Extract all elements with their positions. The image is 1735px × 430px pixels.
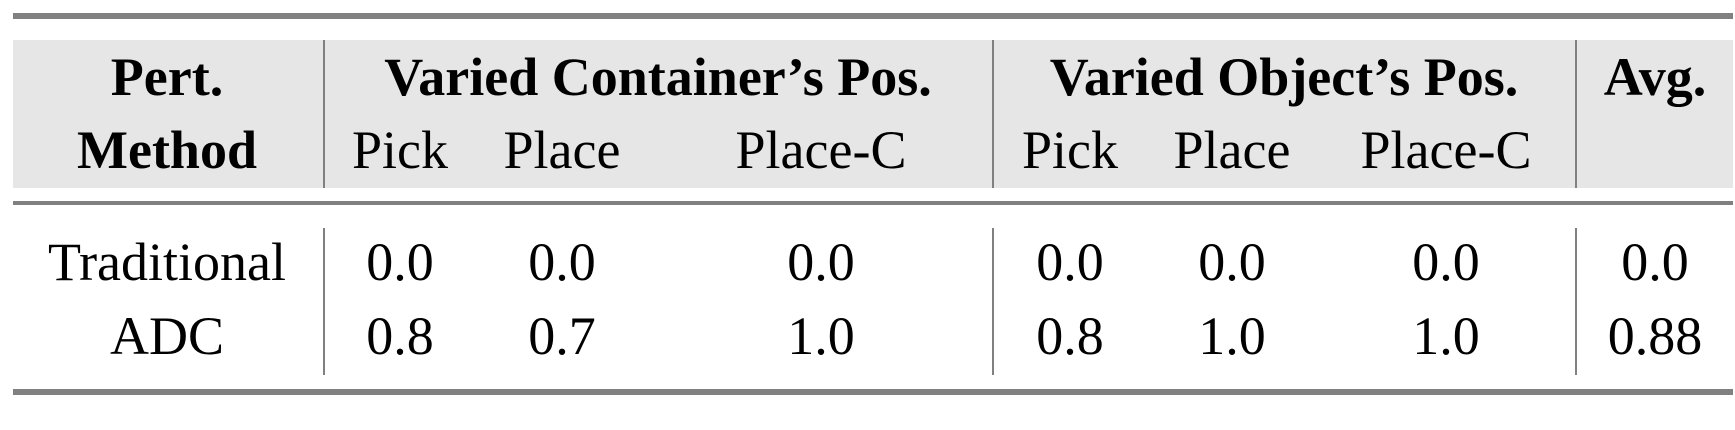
header-sub: Place (503, 120, 621, 180)
row-value: 1.0 (1412, 306, 1480, 366)
body-divider (1575, 228, 1577, 375)
header-divider (323, 40, 325, 188)
bottom-rule (13, 389, 1733, 395)
row-value: 0.0 (528, 232, 596, 292)
header-pert: Pert. (110, 47, 224, 107)
header-sub: Place (1173, 120, 1291, 180)
row-value: 0.7 (528, 306, 596, 366)
row-value: 0.0 (1036, 232, 1104, 292)
header-avg: Avg. (1603, 47, 1707, 107)
header-sub: Pick (351, 120, 449, 180)
header-divider (1575, 40, 1577, 188)
row-value: 0.0 (1198, 232, 1266, 292)
row-value: 0.0 (787, 232, 855, 292)
row-value: 0.8 (1036, 306, 1104, 366)
row-value: 1.0 (787, 306, 855, 366)
body-divider (992, 228, 994, 375)
header-group-container: Varied Container’s Pos. (384, 47, 932, 107)
row-method: ADC (109, 306, 225, 366)
row-avg: 0.88 (1607, 306, 1703, 366)
row-value: 0.0 (1412, 232, 1480, 292)
header-method: Method (77, 120, 257, 180)
header-sub: Place-C (1360, 120, 1532, 180)
header-sub: Place-C (735, 120, 907, 180)
row-value: 0.8 (366, 306, 434, 366)
row-value: 0.0 (366, 232, 434, 292)
row-value: 1.0 (1198, 306, 1266, 366)
row-method: Traditional (47, 232, 287, 292)
header-divider (992, 40, 994, 188)
header-sub: Pick (1021, 120, 1119, 180)
mid-rule (13, 201, 1733, 205)
header-background (13, 40, 1733, 188)
row-avg: 0.0 (1621, 232, 1689, 292)
body-divider (323, 228, 325, 375)
header-group-object: Varied Object’s Pos. (1049, 47, 1519, 107)
top-rule (13, 13, 1733, 19)
